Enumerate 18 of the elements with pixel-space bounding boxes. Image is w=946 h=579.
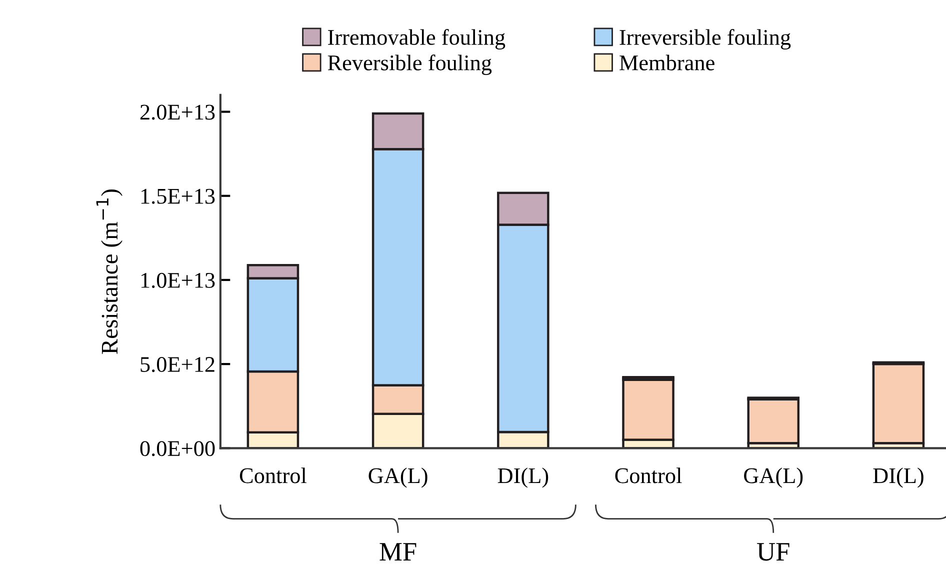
x-tick-label: DI(L)	[498, 468, 548, 488]
y-tick-label: 1.0E+13	[141, 272, 215, 288]
y-axis-title: Resistance (m$^{−1}$)	[96, 190, 122, 354]
x-tick-label: Control	[240, 468, 306, 484]
y-tick-label: 5.0E+12	[140, 356, 214, 372]
text: MF	[380, 543, 416, 560]
x-tick-label: DI(L)	[873, 468, 924, 488]
x-tick-label: GA(L)	[744, 468, 803, 488]
legend-label: Irreversible fouling	[620, 29, 791, 50]
legend-label: Irremovable fouling	[328, 29, 506, 50]
y-tick-label: 0.0E+00	[140, 441, 215, 456]
x-tick-label: GA(L)	[368, 468, 428, 488]
y-tick-label: 2.0E+13	[140, 104, 215, 120]
x-tick-label: Control	[615, 468, 682, 484]
text: UF	[757, 543, 790, 561]
legend-label: Reversible fouling	[328, 54, 492, 75]
legend-label: Membrane	[620, 54, 714, 70]
y-tick-label: 1.5E+13	[141, 188, 215, 204]
